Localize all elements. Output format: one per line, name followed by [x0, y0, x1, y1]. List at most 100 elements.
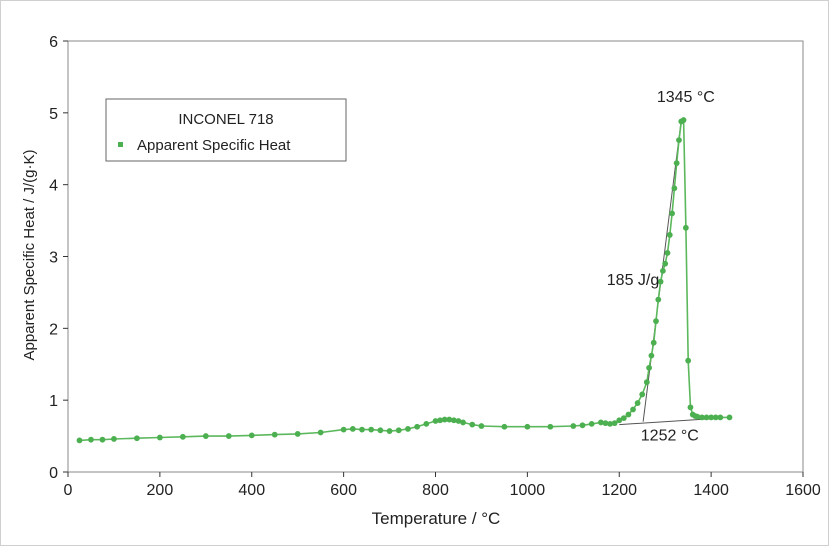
data-point	[579, 422, 586, 429]
data-point	[664, 250, 671, 256]
data-point	[625, 411, 632, 418]
data-point	[317, 429, 324, 436]
data-point	[450, 417, 457, 424]
data-point	[501, 423, 508, 430]
data-point	[455, 418, 462, 424]
x-axis: 0 200 400 600 800 1000 1200 1400 1600	[64, 472, 821, 499]
data-point	[76, 437, 83, 444]
data-point	[395, 427, 402, 434]
y-axis: 0 1 2 3 4 5 6	[49, 34, 68, 482]
annotation: 1252 °C	[641, 427, 699, 444]
data-point	[634, 400, 641, 406]
data-point	[597, 419, 604, 426]
legend-title: INCONEL 718	[178, 111, 273, 128]
legend: INCONEL 718 Apparent Specific Heat	[105, 98, 347, 162]
data-point	[446, 416, 453, 423]
data-point	[699, 414, 705, 421]
y-tick-label: 0	[49, 465, 58, 482]
data-point	[478, 423, 485, 429]
data-point	[694, 413, 701, 420]
data-point	[646, 364, 653, 371]
legend-marker	[118, 142, 123, 147]
data-point	[712, 414, 719, 421]
data-point	[437, 417, 443, 424]
data-point	[616, 417, 623, 424]
data-point	[547, 423, 554, 430]
data-point	[349, 426, 356, 432]
data-point	[703, 414, 710, 421]
data-point	[111, 436, 117, 442]
data-point	[680, 117, 687, 123]
data-point	[611, 420, 618, 427]
data-point	[88, 436, 94, 443]
series-points	[76, 117, 733, 444]
data-point	[630, 406, 636, 413]
data-point	[570, 423, 577, 429]
data-point	[673, 160, 680, 167]
data-point	[643, 379, 650, 386]
annotations: 1345 °C 185 J/g 1252 °C	[607, 89, 715, 444]
data-point	[432, 418, 439, 424]
data-point	[156, 434, 163, 441]
data-point	[460, 419, 466, 426]
data-point	[99, 436, 106, 443]
annotation: 1345 °C	[657, 89, 715, 106]
data-point	[650, 339, 657, 346]
x-tick-label: 1600	[785, 482, 821, 499]
x-tick-label: 0	[64, 482, 73, 499]
data-point	[648, 352, 655, 359]
data-point	[682, 224, 689, 231]
y-tick-label: 2	[49, 321, 58, 338]
y-tick-label: 6	[49, 34, 58, 51]
data-point	[377, 427, 384, 434]
data-point	[653, 318, 659, 325]
data-point	[340, 426, 347, 433]
x-tick-label: 200	[147, 482, 174, 499]
data-point	[524, 423, 531, 430]
y-axis-label: Apparent Specific Heat / J/(g·K)	[21, 150, 38, 361]
y-tick-label: 4	[49, 178, 58, 195]
x-tick-label: 1200	[601, 482, 637, 499]
y-tick-label: 5	[49, 106, 58, 123]
data-point	[368, 426, 375, 433]
legend-entry: Apparent Specific Heat	[137, 137, 291, 154]
data-point	[602, 420, 609, 427]
x-tick-label: 400	[238, 482, 265, 499]
data-point	[669, 210, 675, 217]
data-point	[248, 432, 255, 439]
data-point	[414, 423, 421, 430]
data-point	[666, 232, 673, 238]
data-point	[359, 426, 365, 433]
data-point	[588, 420, 595, 427]
data-point	[441, 416, 448, 423]
data-point	[687, 404, 694, 411]
data-point	[179, 433, 186, 440]
data-point	[423, 420, 430, 427]
data-point	[685, 357, 692, 364]
annotation: 185 J/g	[607, 272, 659, 289]
x-tick-label: 1000	[510, 482, 546, 499]
data-point	[662, 260, 669, 267]
data-point	[657, 278, 664, 285]
x-axis-label: Temperature / °C	[372, 509, 501, 528]
data-point	[405, 426, 411, 432]
x-tick-label: 1400	[693, 482, 729, 499]
data-point	[659, 267, 666, 274]
data-point	[386, 428, 393, 434]
data-point	[469, 421, 476, 428]
data-point	[655, 296, 662, 303]
data-point	[639, 391, 646, 398]
data-point	[620, 415, 627, 422]
data-point	[271, 431, 278, 438]
x-tick-label: 600	[330, 482, 357, 499]
data-point	[717, 414, 724, 421]
x-tick-label: 800	[422, 482, 449, 499]
data-point	[134, 435, 140, 442]
y-tick-label: 1	[49, 393, 58, 410]
legend-box	[105, 98, 347, 162]
data-point	[708, 414, 715, 421]
data-point	[607, 420, 613, 427]
data-point	[225, 433, 232, 439]
